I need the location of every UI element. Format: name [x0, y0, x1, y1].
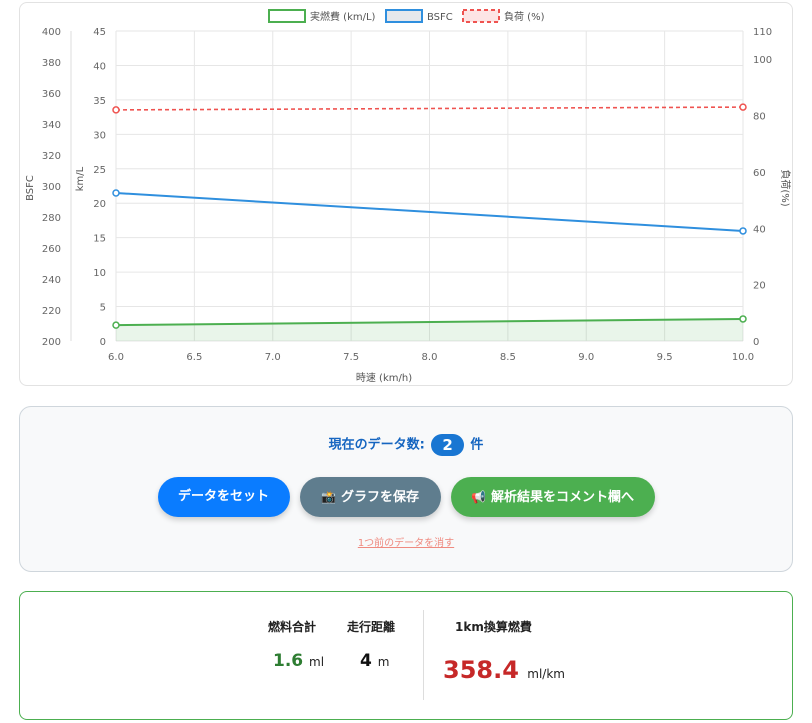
y-bsfc-tick-label: 200: [42, 337, 61, 348]
distance-number: 4: [360, 651, 372, 671]
y-kml-tick-label: 25: [93, 165, 106, 176]
y-kml-tick-label: 0: [100, 337, 106, 348]
legend-swatch: [268, 9, 306, 23]
y-bsfc-tick-label: 240: [42, 275, 61, 286]
data-count-label: 現在のデータ数:: [328, 437, 425, 453]
x-tick-label: 7.0: [265, 352, 281, 363]
y-bsfc-tick-label: 380: [42, 58, 61, 69]
fuel-total-label: 燃料合計: [268, 620, 317, 634]
series-point: [112, 106, 120, 114]
data-count: 現在のデータ数: 2 件: [20, 434, 792, 457]
x-tick-label: 8.0: [422, 352, 438, 363]
fuel-total-number: 1.6: [273, 651, 304, 671]
series-point: [739, 227, 747, 235]
series-point: [112, 321, 120, 329]
legend-label: 負荷 (%): [504, 11, 545, 23]
set-data-label: データをセット: [177, 489, 269, 504]
y-kml-tick-label: 15: [93, 234, 106, 245]
series-line: [115, 317, 744, 327]
post-comment-label: 解析結果をコメント欄へ: [490, 490, 634, 505]
y-load-tick-label: 80: [753, 112, 766, 123]
y-bsfc-tick-label: 360: [42, 89, 61, 100]
save-graph-label: グラフを保存: [340, 490, 419, 505]
x-tick-label: 10.0: [732, 352, 754, 363]
legend-label: BSFC: [427, 12, 453, 23]
camera-icon: 📸: [321, 490, 336, 504]
y-bsfc-tick-label: 320: [42, 151, 61, 162]
distance-unit: m: [377, 655, 390, 669]
fuel-total-value: 1.6 ml: [273, 651, 324, 671]
series-point: [112, 189, 120, 197]
y-kml-tick-label: 30: [93, 130, 106, 141]
x-tick-label: 7.5: [343, 352, 359, 363]
x-tick-label: 6.5: [186, 352, 202, 363]
y-load-tick-label: 40: [753, 224, 766, 235]
legend-swatch: [462, 9, 500, 23]
per-km-number: 358.4: [443, 656, 519, 684]
y-kml-tick-label: 10: [93, 268, 106, 279]
y-load-tick-label: 20: [753, 281, 766, 292]
y-bsfc-tick-label: 220: [42, 306, 61, 317]
y-load-tick-label: 100: [753, 55, 772, 66]
fuel-total-unit: ml: [309, 655, 325, 669]
y-load-tick-label: 110: [753, 27, 772, 38]
per-km-label: 1km換算燃費: [455, 620, 532, 634]
chart-panel: 6.0 6.5 7.0 7.5 8.0 8.5 9.0 9.5 10.0 0 5 10 15 20 25 30…: [19, 2, 793, 386]
distance-label: 走行距離: [347, 620, 396, 634]
x-tick-label: 8.5: [500, 352, 516, 363]
bsfc-axis-title: BSFC: [25, 175, 36, 201]
y-bsfc-tick-label: 260: [42, 244, 61, 255]
control-panel: 現在のデータ数: 2 件 データをセット 📸 グラフを保存 📢 解析結果をコメント欄…: [19, 406, 793, 572]
series-point: [739, 103, 747, 111]
y-kml-tick-label: 45: [93, 27, 106, 38]
set-data-button[interactable]: データをセット: [157, 477, 290, 517]
y-kml-tick-label: 20: [93, 199, 106, 210]
results-panel: 燃料合計 1.6 ml 走行距離 4 m 1km換算燃費 358.4 ml/km: [19, 591, 793, 720]
data-count-badge: 2: [431, 434, 464, 456]
data-count-unit: 件: [470, 437, 484, 453]
y-load-tick-label: 60: [753, 168, 766, 179]
megaphone-icon: 📢: [471, 490, 486, 504]
y-bsfc-tick-label: 300: [42, 182, 61, 193]
y-kml-tick-label: 5: [100, 303, 106, 314]
kml-axis-title: km/L: [75, 166, 86, 191]
post-comment-button[interactable]: 📢 解析結果をコメント欄へ: [450, 477, 655, 517]
button-row: データをセット 📸 グラフを保存 📢 解析結果をコメント欄へ: [20, 477, 792, 517]
series-point: [739, 315, 747, 323]
distance-value: 4 m: [360, 651, 389, 671]
legend-swatch: [385, 9, 423, 23]
load-axis-title: 負荷(%): [779, 169, 791, 206]
x-tick-label: 9.5: [657, 352, 673, 363]
series-line: [115, 191, 744, 232]
per-km-value: 358.4 ml/km: [443, 656, 565, 684]
x-axis-title: 時速 (km/h): [356, 372, 412, 384]
y-bsfc-tick-label: 400: [42, 27, 61, 38]
x-tick-label: 9.0: [578, 352, 594, 363]
results-divider: [423, 610, 424, 700]
save-graph-button[interactable]: 📸 グラフを保存: [299, 477, 441, 517]
legend-label: 実燃費 (km/L): [310, 10, 376, 23]
y-kml-tick-label: 40: [93, 61, 106, 72]
undo-last-data-link[interactable]: 1つ前のデータを消す: [357, 538, 455, 549]
y-bsfc-tick-label: 280: [42, 213, 61, 224]
fuel-chart: 6.0 6.5 7.0 7.5 8.0 8.5 9.0 9.5 10.0 0 5 10 15 20 25 30…: [25, 9, 791, 384]
per-km-unit: ml/km: [527, 667, 565, 681]
y-bsfc-tick-label: 340: [42, 120, 61, 131]
y-load-tick-label: 0: [753, 337, 759, 348]
x-tick-label: 6.0: [108, 352, 124, 363]
y-kml-tick-label: 35: [93, 96, 106, 107]
